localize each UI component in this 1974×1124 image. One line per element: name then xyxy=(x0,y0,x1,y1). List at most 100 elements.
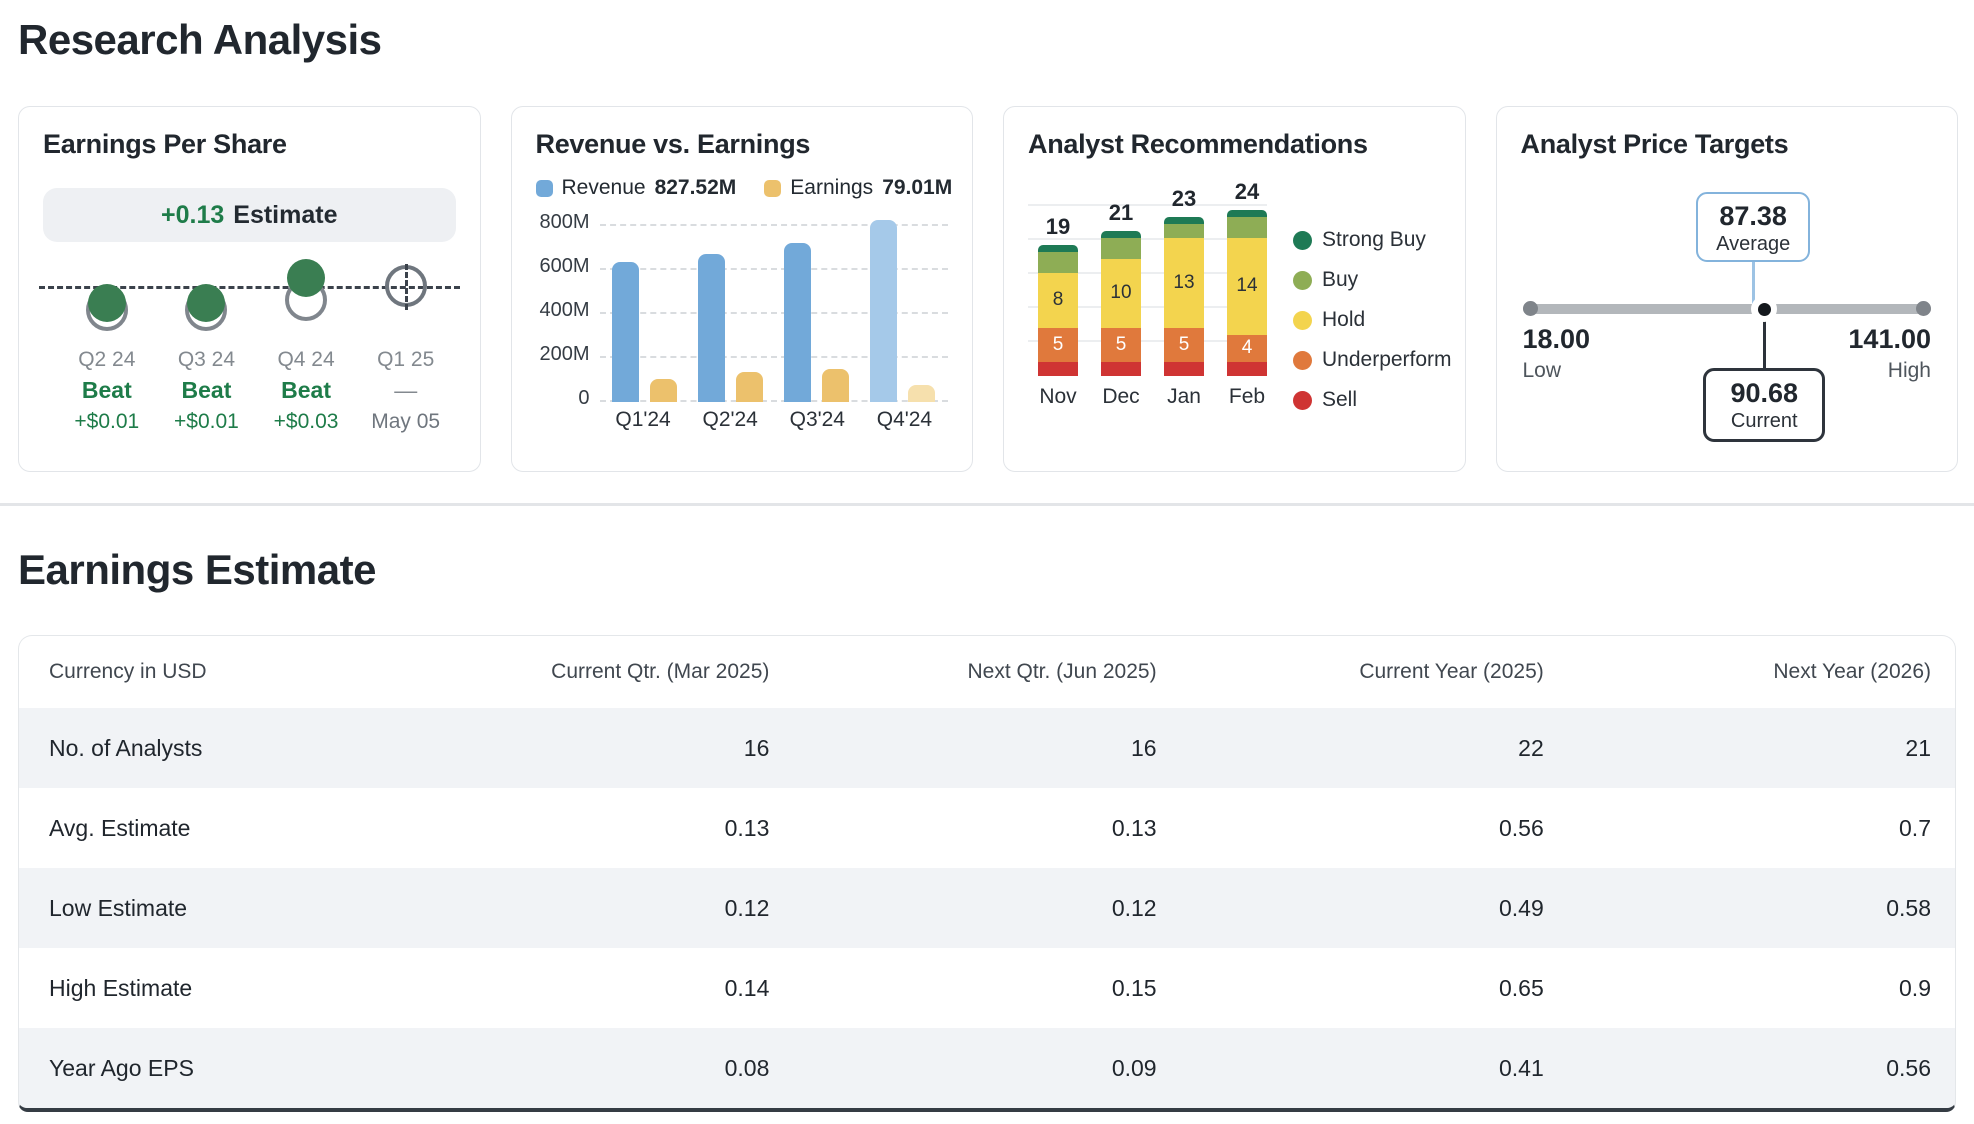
column-header-4: Next Year (2026) xyxy=(1773,660,1931,683)
row-value-3: 0.58 xyxy=(1886,894,1931,921)
revenue-bar-Q1'24 xyxy=(612,262,640,402)
segment-strong_buy xyxy=(1101,231,1141,239)
average-target-value: 87.38 xyxy=(1719,201,1787,231)
x-tick-Q2'24: Q2'24 xyxy=(702,408,758,431)
rec-total-feb: 24 xyxy=(1234,179,1260,205)
average-connector-line xyxy=(1751,261,1755,305)
eps-quarter-result: — xyxy=(394,377,418,403)
segment-buy xyxy=(1101,238,1141,259)
eps-estimate-line xyxy=(39,286,460,289)
recommendations-legend: Strong Buy Buy Hold Underperform Sell xyxy=(1293,170,1452,412)
row-value-3: 0.9 xyxy=(1899,974,1931,1001)
row-value-3: 21 xyxy=(1905,734,1931,761)
revenue-legend: Revenue 827.52M Earnings 79.01M xyxy=(535,176,953,200)
eps-estimate-label: Estimate xyxy=(233,200,338,229)
rec-x-tick-nov: Nov xyxy=(1039,385,1077,408)
row-value-2: 0.49 xyxy=(1499,894,1544,921)
gridline-800 xyxy=(599,224,948,226)
y-tick-800: 800M xyxy=(539,211,590,233)
eps-marker-q424 xyxy=(256,256,356,340)
high-target-value: 141.00 xyxy=(1848,324,1931,354)
rec-gridline-2 xyxy=(1028,272,1267,274)
segment-sell xyxy=(1038,362,1078,376)
eps-quarter-1: Q2 24 Beat +$0.01 xyxy=(57,348,157,434)
segment-sell xyxy=(1164,362,1204,376)
row-value-2: 0.41 xyxy=(1499,1054,1544,1081)
segment-buy xyxy=(1164,224,1204,239)
legend-item-underperform: Underperform xyxy=(1293,348,1452,372)
recommendations-content: 19 8 5 21 10 5 23 13 5 24 14 4 Nov Dec Jan Feb Strong … xyxy=(1028,170,1452,412)
segment-hold: 14 xyxy=(1227,238,1267,335)
table-row-high-estimate: High Estimate 0.14 0.15 0.65 0.9 xyxy=(19,948,1955,1028)
x-tick-Q1'24: Q1'24 xyxy=(615,408,671,431)
low-target-value: 18.00 xyxy=(1522,324,1591,354)
column-header-2: Next Qtr. (Jun 2025) xyxy=(967,660,1157,683)
earnings-legend-value: 79.01M xyxy=(882,176,953,199)
row-label: High Estimate xyxy=(49,974,193,1001)
average-target-label: Average xyxy=(1716,233,1791,255)
eps-quarter-result: Beat xyxy=(281,377,331,403)
revenue-earnings-chart: 800M 600M 400M 200M 0 xyxy=(536,211,948,409)
table-body: No. of Analysts 16 16 22 21 Avg. Estimate 0.13… xyxy=(19,708,1955,1108)
rec-gridline-4 xyxy=(1028,204,1267,206)
eps-quarter-name: Q4 24 xyxy=(277,348,335,371)
gridline-0 xyxy=(599,400,948,402)
segment-hold: 13 xyxy=(1164,238,1204,328)
eps-estimate-value: +0.13 xyxy=(161,200,225,229)
row-value-2: 0.56 xyxy=(1499,814,1544,841)
table-row-no-of-analysts: No. of Analysts 16 16 22 21 xyxy=(19,708,1955,788)
gridline-600 xyxy=(599,268,948,270)
earnings-bar-Q1'24 xyxy=(650,378,678,402)
recommendations-chart: 19 8 5 21 10 5 23 13 5 24 14 4 Nov Dec Jan Feb xyxy=(1028,170,1267,412)
rec-total-jan: 23 xyxy=(1171,186,1197,212)
earnings-estimate-title: Earnings Estimate xyxy=(18,546,376,593)
earnings-bar-Q3'24 xyxy=(822,369,850,402)
segment-underperform: 5 xyxy=(1038,327,1078,363)
rec-x-tick-feb: Feb xyxy=(1228,385,1266,408)
price-targets-card-title: Analyst Price Targets xyxy=(1520,129,1789,159)
eps-marker-q125 xyxy=(356,256,456,340)
eps-card-title: Earnings Per Share xyxy=(43,129,287,159)
average-target-box: 87.38 Average xyxy=(1696,192,1811,262)
eps-estimate-pill: +0.13 Estimate xyxy=(43,188,456,242)
revenue-legend-label: Revenue xyxy=(561,176,646,199)
segment-underperform: 4 xyxy=(1227,334,1267,363)
analyst-price-targets-card: Analyst Price Targets 87.38 Average 90.6… xyxy=(1495,106,1958,472)
eps-quarter-surprise: +$0.01 xyxy=(174,410,239,433)
rec-gridline-0 xyxy=(1028,340,1267,342)
segment-hold: 10 xyxy=(1101,258,1141,328)
eps-quarter-labels: Q2 24 Beat +$0.01 Q3 24 Beat +$0.01 Q4 24 Beat +… xyxy=(43,348,456,434)
revenue-legend-item: Revenue 827.52M xyxy=(535,176,736,200)
row-value-2: 0.65 xyxy=(1499,974,1544,1001)
rec-bar-jan: 23 13 5 xyxy=(1164,170,1204,376)
rec-gridline-1 xyxy=(1028,306,1267,308)
row-value-0: 0.12 xyxy=(724,894,770,921)
gridline-400 xyxy=(599,312,948,314)
eps-quarter-name: Q1 25 xyxy=(377,348,435,371)
bar-group-Q2'24 xyxy=(688,214,774,402)
underperform-dot-icon xyxy=(1293,350,1312,370)
legend-item-buy: Buy xyxy=(1293,268,1452,292)
rec-x-tick-dec: Dec xyxy=(1102,385,1140,408)
legend-label: Hold xyxy=(1322,308,1366,331)
segment-buy xyxy=(1038,251,1078,273)
table-row-year-ago-eps: Year Ago EPS 0.08 0.09 0.41 0.56 xyxy=(19,1028,1955,1108)
row-value-1: 0.13 xyxy=(1111,814,1157,841)
range-low-dot xyxy=(1522,301,1538,316)
revenue-bar-Q4'24 xyxy=(870,219,898,402)
revenue-bar-Q2'24 xyxy=(698,253,726,402)
segment-buy xyxy=(1227,217,1267,239)
gridline-200 xyxy=(599,356,948,358)
eps-quarter-result: Beat xyxy=(81,377,132,403)
row-label: Avg. Estimate xyxy=(49,814,191,841)
eps-quarter-name: Q3 24 xyxy=(177,348,236,371)
eps-marker-q324 xyxy=(157,256,257,340)
low-target-label: Low xyxy=(1522,359,1562,382)
column-header-0: Currency in USD xyxy=(49,660,207,683)
revenue-card-title: Revenue vs. Earnings xyxy=(535,129,811,159)
segment-sell xyxy=(1227,362,1267,376)
revenue-y-axis: 800M 600M 400M 200M 0 xyxy=(536,211,600,409)
current-price-label: Current xyxy=(1730,410,1798,432)
section-divider xyxy=(0,503,1974,506)
row-label: No. of Analysts xyxy=(49,734,203,761)
